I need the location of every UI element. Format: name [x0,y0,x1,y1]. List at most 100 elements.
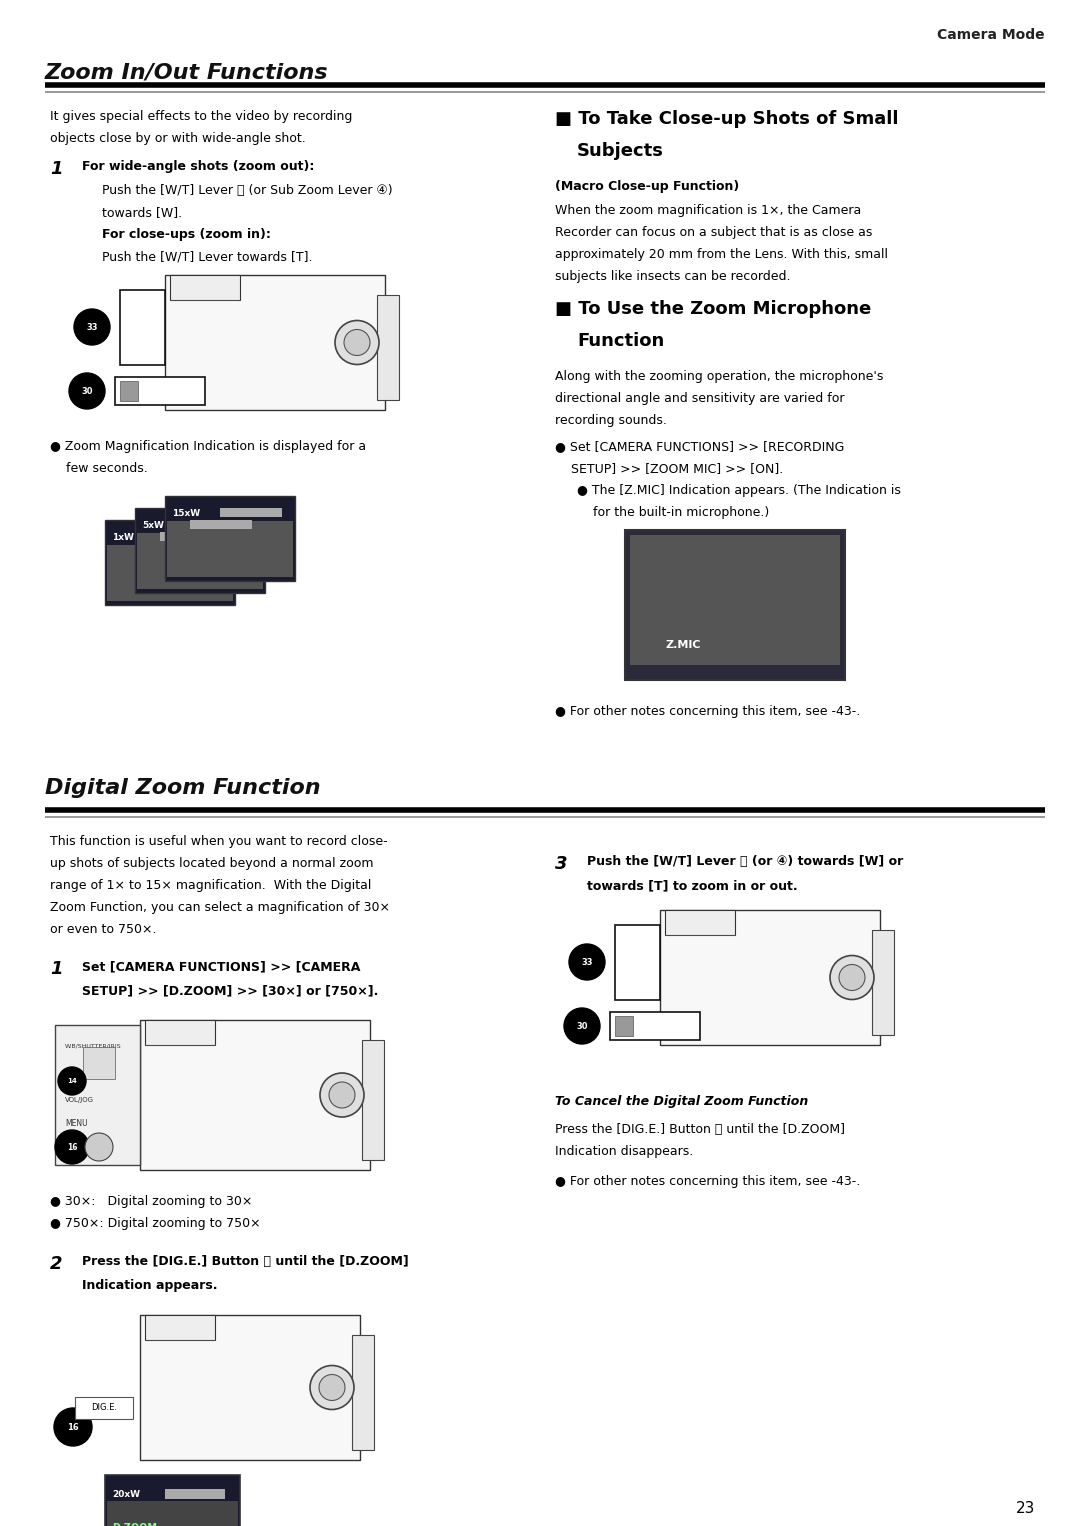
Text: T: T [183,385,191,397]
Text: 30: 30 [577,1021,588,1030]
Text: T: T [678,1019,686,1033]
Text: W: W [147,385,160,397]
Circle shape [75,308,110,345]
Bar [107,545,233,601]
Text: Along with the zooming operation, the microphone's: Along with the zooming operation, the mi… [555,369,883,383]
Circle shape [54,1408,92,1447]
Bar [135,508,265,594]
Text: D.ZOOM: D.ZOOM [112,1523,157,1526]
Text: for the built-in microphone.): for the built-in microphone.) [577,507,769,519]
Text: approximately 20 mm from the Lens. With this, small: approximately 20 mm from the Lens. With … [555,249,888,261]
Text: recording sounds.: recording sounds. [555,414,666,427]
Text: ■ To Take Close-up Shots of Small: ■ To Take Close-up Shots of Small [555,110,899,128]
Text: Camera Mode: Camera Mode [937,27,1045,43]
Text: 1xW: 1xW [112,533,134,542]
Text: Push the [W/T] Lever ⓟ (or ④) towards [W] or: Push the [W/T] Lever ⓟ (or ④) towards [W… [588,855,903,868]
Circle shape [310,1366,354,1410]
Text: W.B/SHUTTER/IRIS: W.B/SHUTTER/IRIS [65,1042,122,1048]
Bar [190,520,252,530]
Circle shape [345,330,370,356]
Text: 33: 33 [581,957,593,966]
Bar [140,1019,370,1170]
Text: SETUP] >> [D.ZOOM] >> [30×] or [750×].: SETUP] >> [D.ZOOM] >> [30×] or [750×]. [82,984,378,996]
Text: This function is useful when you want to record close-: This function is useful when you want to… [50,835,388,848]
Circle shape [839,964,865,990]
Text: ● For other notes concerning this item, see -43-.: ● For other notes concerning this item, … [555,705,861,719]
Text: 20xW: 20xW [112,1489,140,1499]
Text: Set [CAMERA FUNCTIONS] >> [CAMERA: Set [CAMERA FUNCTIONS] >> [CAMERA [82,960,361,974]
Bar [167,520,293,577]
Circle shape [69,372,105,409]
Text: Push the [W/T] Lever ⓟ (or Sub Zoom Lever ④): Push the [W/T] Lever ⓟ (or Sub Zoom Leve… [102,185,393,197]
Circle shape [320,1073,364,1117]
Text: Recorder can focus on a subject that is as close as: Recorder can focus on a subject that is … [555,226,873,240]
Text: 16: 16 [67,1422,79,1431]
Text: up shots of subjects located beyond a normal zoom: up shots of subjects located beyond a no… [50,858,374,870]
Bar [610,1012,700,1041]
Bar [105,520,235,604]
Bar [615,925,660,1000]
Text: To Cancel the Digital Zoom Function: To Cancel the Digital Zoom Function [555,1096,808,1108]
Text: For close-ups (zoom in):: For close-ups (zoom in): [102,227,271,241]
Text: 14: 14 [67,1077,77,1083]
Text: T: T [634,937,642,949]
Circle shape [58,1067,86,1096]
Text: ● The [Z.MIC] Indication appears. (The Indication is: ● The [Z.MIC] Indication appears. (The I… [577,484,901,497]
Bar [55,1025,140,1164]
Circle shape [85,1132,113,1161]
Bar [137,533,264,589]
Bar [145,1315,215,1340]
Text: Zoom In/Out Functions: Zoom In/Out Functions [45,63,328,82]
Bar [120,382,138,401]
Text: Press the [DIG.E.] Button ⓡ until the [D.ZOOM]: Press the [DIG.E.] Button ⓡ until the [D… [555,1123,845,1135]
Bar [872,929,894,1035]
Text: 16: 16 [67,1143,78,1152]
Text: W: W [631,974,644,986]
Circle shape [564,1009,600,1044]
Text: ● Set [CAMERA FUNCTIONS] >> [RECORDING: ● Set [CAMERA FUNCTIONS] >> [RECORDING [555,439,845,453]
Circle shape [335,320,379,365]
Text: 33: 33 [86,322,98,331]
Bar [145,1019,215,1045]
Text: MENU: MENU [65,1119,87,1128]
Text: It gives special effects to the video by recording: It gives special effects to the video by… [50,110,352,124]
Text: 1: 1 [50,160,63,179]
Bar [377,295,399,400]
Text: Function: Function [577,333,664,349]
Text: Zoom Function, you can select a magnification of 30×: Zoom Function, you can select a magnific… [50,900,390,914]
Text: W: W [642,1019,654,1033]
Bar [114,377,205,404]
Text: towards [T] to zoom in or out.: towards [T] to zoom in or out. [588,879,798,893]
Bar [665,909,735,935]
Circle shape [55,1129,89,1164]
Text: 3: 3 [555,855,567,873]
Bar [120,290,165,365]
Circle shape [329,1082,355,1108]
Bar [362,1041,384,1160]
Text: Press the [DIG.E.] Button ⓡ until the [D.ZOOM]: Press the [DIG.E.] Button ⓡ until the [D… [82,1254,408,1268]
Text: Indication disappears.: Indication disappears. [555,1144,693,1158]
Bar [625,530,845,681]
Text: few seconds.: few seconds. [50,462,148,475]
Bar [220,508,282,517]
Text: ● For other notes concerning this item, see -43-.: ● For other notes concerning this item, … [555,1175,861,1189]
Text: ● 750×: Digital zooming to 750×: ● 750×: Digital zooming to 750× [50,1218,260,1230]
Bar [352,1335,374,1450]
Bar [75,1396,133,1419]
Text: (Macro Close-up Function): (Macro Close-up Function) [555,180,739,192]
Circle shape [831,955,874,1000]
Text: or even to 750×.: or even to 750×. [50,923,157,935]
Text: For wide-angle shots (zoom out):: For wide-angle shots (zoom out): [82,160,314,172]
Bar [165,1489,225,1499]
Text: Digital Zoom Function: Digital Zoom Function [45,778,321,798]
Text: ● Zoom Magnification Indication is displayed for a: ● Zoom Magnification Indication is displ… [50,439,366,453]
Circle shape [569,945,605,980]
Text: DIG.E.: DIG.E. [91,1404,117,1413]
Text: When the zoom magnification is 1×, the Camera: When the zoom magnification is 1×, the C… [555,204,861,217]
Text: 1: 1 [50,960,63,978]
Text: subjects like insects can be recorded.: subjects like insects can be recorded. [555,270,791,282]
Bar [83,1047,114,1079]
Bar [170,275,240,301]
Text: Z.MIC: Z.MIC [665,639,701,650]
Text: W: W [136,339,149,351]
